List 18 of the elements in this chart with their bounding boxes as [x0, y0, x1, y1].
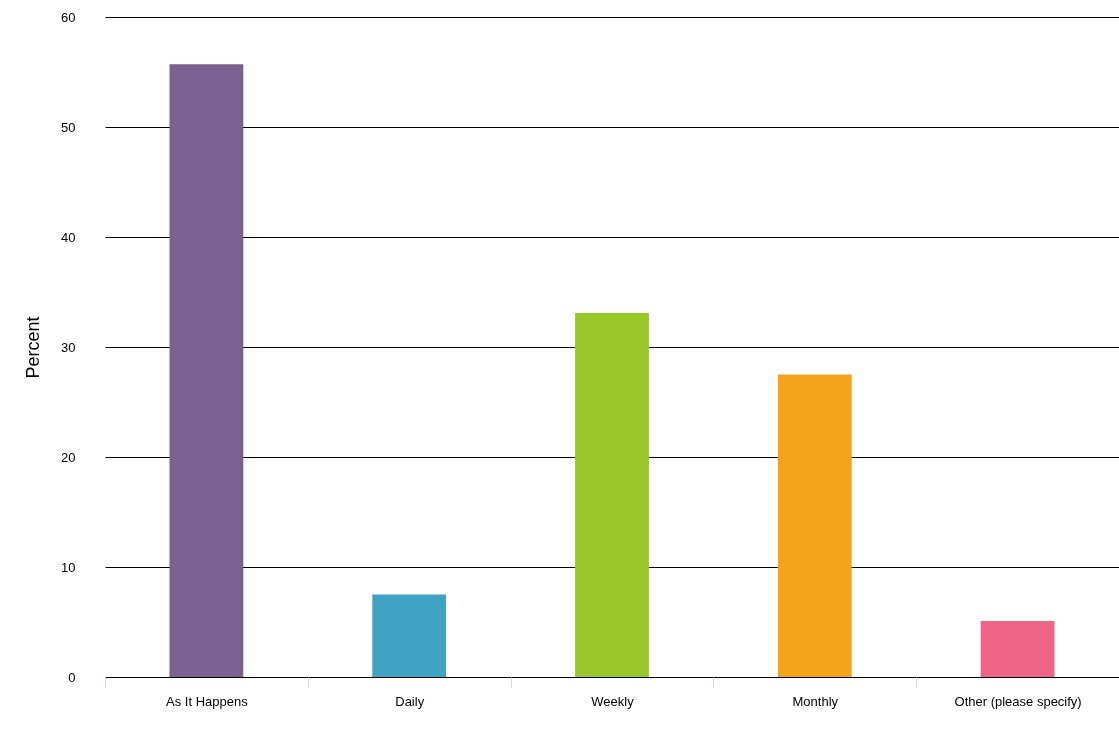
bar — [169, 64, 244, 677]
x-tick-label: As It Happens — [166, 693, 249, 709]
y-tick-label: 0 — [68, 669, 76, 685]
y-axis-title: Percent — [23, 316, 44, 379]
bar — [575, 312, 649, 677]
bar — [372, 594, 447, 677]
y-tick-label: 50 — [61, 119, 76, 135]
y-tick-label: 40 — [61, 229, 76, 245]
x-tick-label: Daily — [395, 693, 425, 709]
y-tick-label: 30 — [61, 339, 76, 355]
x-tick-label: Monthly — [792, 693, 839, 709]
y-tick-label: 20 — [61, 449, 76, 465]
bar — [980, 620, 1055, 677]
x-tick-label: Weekly — [591, 693, 635, 709]
y-tick-label: 60 — [61, 9, 76, 25]
y-tick-label: 10 — [61, 559, 76, 575]
bar — [777, 374, 852, 677]
x-tick-label: Other (please specify) — [954, 693, 1082, 709]
